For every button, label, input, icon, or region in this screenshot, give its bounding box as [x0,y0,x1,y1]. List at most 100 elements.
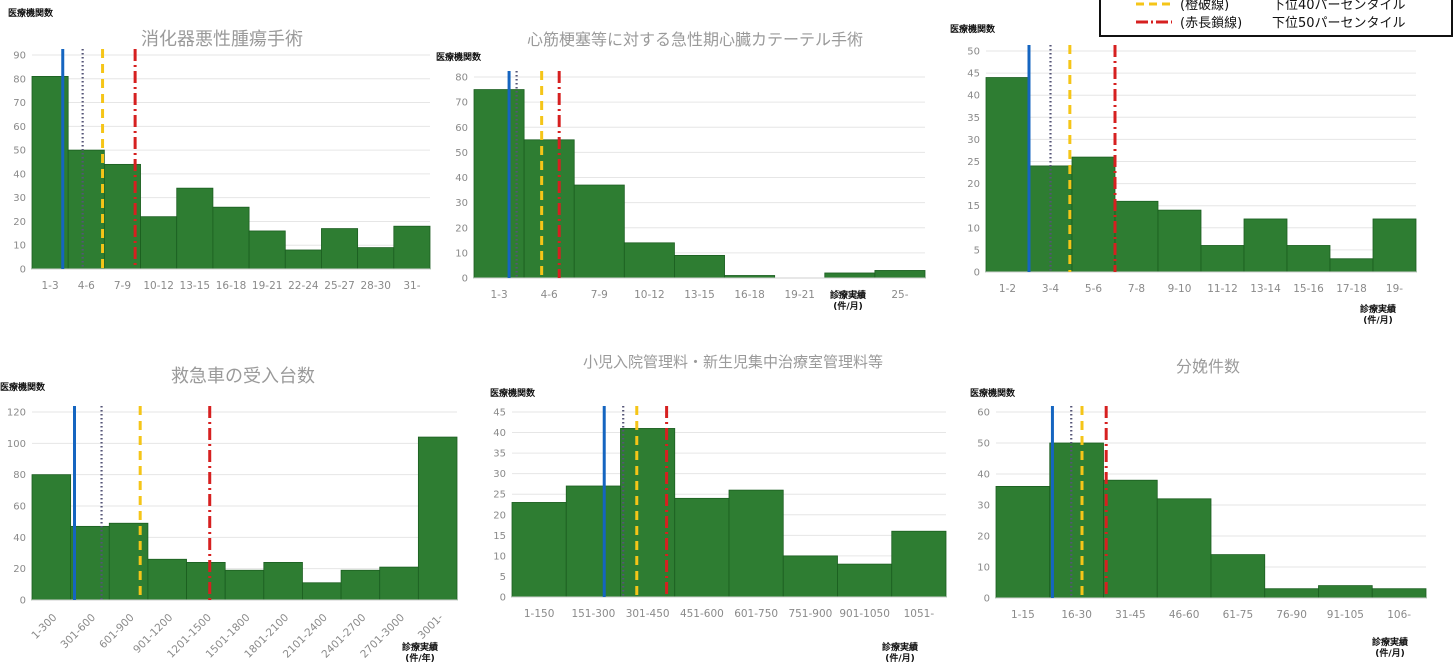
x-tick-label: 451-600 [680,608,724,620]
y-tick-label: 35 [967,113,980,124]
y-tick-label: 60 [13,502,26,513]
y-tick-label: 40 [493,428,506,439]
x-tick-label: 25- [891,289,908,301]
x-tick-label: 4-6 [78,280,95,292]
y-tick-label: 50 [455,148,468,159]
bar [70,525,110,601]
y-tick-label: 45 [967,69,980,80]
x-tick-label: 16-18 [216,280,247,292]
bar [147,558,187,601]
bar [511,502,567,598]
x-tick-label: 19-21 [784,289,815,301]
bar [623,242,675,279]
legend: (橙破線) 下位40パーセンタイル (赤長鎖線) 下位50パーセンタイル [1099,0,1453,37]
x-tick-label: 31-45 [1115,609,1146,621]
y-tick-label: 60 [977,408,990,419]
x-tick-label: 301-600 [59,612,99,652]
chart-panel-pediatric-nicu: 0 5 10 15 20 25 30 35 40 45 1-150 151-300 301-450 451… [490,353,947,664]
bar [321,228,359,270]
x-tick-label: 901-1050 [839,608,890,620]
bar [379,566,419,601]
x-tick-label: 31- [403,280,420,292]
x-axis-label: (件/月) [1363,314,1393,326]
bar [874,270,926,279]
x-tick-label: 301-450 [626,608,670,620]
chart-title: 救急車の受入台数 [171,366,315,387]
y-tick-label: 0 [462,274,468,285]
x-tick-label: 151-300 [571,608,615,620]
y-tick-label: 80 [455,73,468,84]
chart-title: 心筋梗塞等に対する急性期心臓カテーテル手術 [527,30,863,49]
x-tick-label: 1-3 [42,280,59,292]
bar [284,249,322,270]
y-tick-label: 60 [455,123,468,134]
x-tick-label: 17-18 [1336,283,1367,295]
x-tick-label: 19-21 [252,280,283,292]
x-axis-label: 診療実績 [1360,303,1396,315]
y-tick-label: 10 [977,563,990,574]
x-tick-label: 76-90 [1276,609,1307,621]
bar [224,569,265,601]
y-tick-label: 70 [13,98,26,109]
bar [186,562,226,601]
y-tick-label: 40 [455,173,468,184]
bar [1329,258,1374,273]
chart-panel-deliveries: 0 10 20 30 40 50 60 1-15 16-30 31-45 46-60 61-75 76-… [970,357,1427,659]
x-tick-label: 3-4 [1042,283,1059,295]
y-tick-label: 20 [13,217,26,228]
bar [728,489,784,598]
y-tick-label: 70 [455,98,468,109]
x-tick-label: 28-30 [360,280,391,292]
y-tick-label: 50 [967,47,980,58]
y-tick-label: 40 [13,169,26,180]
y-tick-label: 30 [967,135,980,146]
bar [985,77,1030,273]
y-tick-label: 0 [500,593,506,604]
x-tick-label: 15-16 [1293,283,1324,295]
y-tick-label: 10 [967,223,980,234]
y-tick-label: 20 [977,532,990,543]
y-tick-label: 120 [7,408,26,419]
y-tick-label: 100 [7,439,26,450]
y-axis-label: 医療機関数 [950,23,996,35]
bar [1114,200,1159,273]
y-tick-label: 80 [13,470,26,481]
x-tick-label: 1-15 [1011,609,1035,621]
x-tick-label: 4-6 [541,289,558,301]
y-tick-label: 90 [13,51,26,62]
y-tick-label: 30 [977,501,990,512]
bar [1286,245,1331,273]
chart-title: 消化器悪性腫瘍手術 [141,29,303,50]
y-axis-label: 医療機関数 [490,387,536,399]
bar [1210,554,1266,599]
bar [108,522,149,601]
x-tick-label: 11-12 [1207,283,1238,295]
x-tick-label: 10-12 [634,289,665,301]
x-tick-label: 22-24 [288,280,319,292]
bar [1200,245,1245,273]
x-axis-label: (件/年) [405,652,435,664]
x-tick-label: 7-8 [1128,283,1145,295]
x-tick-label: 22-24 [835,289,866,301]
bar [176,187,214,270]
bar [565,485,621,598]
x-tick-label: 7-9 [114,280,131,292]
x-tick-label: 61-75 [1223,609,1254,621]
bar [1371,588,1427,599]
x-axis-label: (件/月) [1375,647,1405,659]
bar [782,555,838,598]
bar [212,206,250,270]
legend-box [1099,0,1453,37]
x-tick-label: 16-30 [1061,609,1092,621]
x-tick-label: 751-900 [788,608,832,620]
x-tick-label: 601-900 [97,612,137,652]
x-tick-label: 7-9 [591,289,608,301]
x-tick-label: 5-6 [1085,283,1102,295]
bar [837,563,893,598]
bar [67,149,105,270]
y-tick-label: 0 [984,594,990,605]
bar [891,530,947,598]
x-axis-label: 診療実績 [830,289,866,301]
bar [1318,585,1373,599]
